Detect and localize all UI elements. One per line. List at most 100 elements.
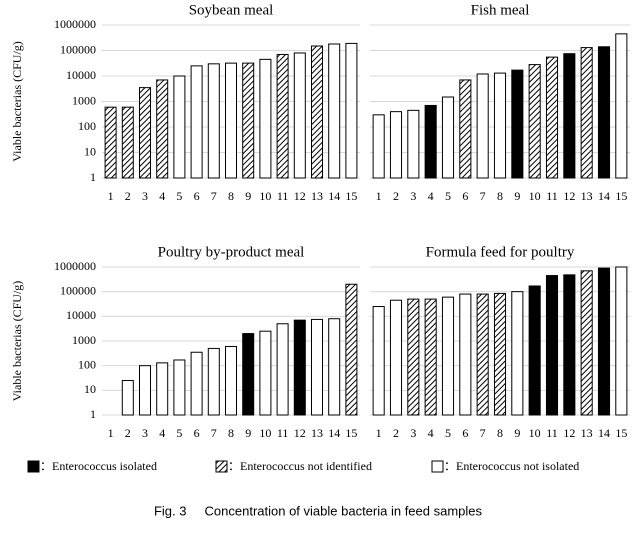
x-tick-label: 14 <box>328 426 340 440</box>
y-tick-label: 100 <box>78 119 96 133</box>
x-tick-label: 2 <box>393 426 399 440</box>
x-tick-label: 1 <box>376 189 382 203</box>
bar <box>597 267 611 416</box>
x-tick-label: 1 <box>376 426 382 440</box>
bar <box>173 75 186 179</box>
x-tick-label: 15 <box>345 426 357 440</box>
bar <box>293 319 306 416</box>
bar <box>389 299 403 416</box>
bar <box>207 63 220 179</box>
x-tick-label: 13 <box>311 426 323 440</box>
x-tick-label: 5 <box>176 426 182 440</box>
bar <box>476 73 489 179</box>
bar <box>190 65 203 179</box>
bar <box>545 56 559 179</box>
chart-title: Formula feed for poultry <box>426 244 575 260</box>
bar <box>121 380 134 416</box>
legend-swatch <box>27 460 40 473</box>
y-tick-label: 10000 <box>66 308 96 322</box>
x-tick-label: 10 <box>259 189 271 203</box>
x-tick-label: 12 <box>294 426 306 440</box>
x-tick-label: 3 <box>410 189 416 203</box>
x-tick-label: 13 <box>581 426 593 440</box>
bar <box>138 87 152 179</box>
bar <box>328 318 341 416</box>
bar <box>441 96 455 179</box>
bar <box>259 58 272 179</box>
bar <box>104 106 117 179</box>
bar <box>476 293 489 416</box>
bar <box>372 114 385 179</box>
x-tick-label: 12 <box>563 426 575 440</box>
bar <box>242 62 255 179</box>
bar <box>407 109 420 179</box>
bar <box>156 79 169 179</box>
x-tick-label: 4 <box>159 189 165 203</box>
x-tick-label: 14 <box>328 189 340 203</box>
x-tick-label: 10 <box>529 426 541 440</box>
x-tick-label: 10 <box>529 189 541 203</box>
legend-swatch <box>431 460 444 473</box>
bar <box>511 69 524 179</box>
bar <box>372 306 385 416</box>
x-tick-label: 14 <box>598 426 610 440</box>
x-tick-label: 14 <box>598 189 610 203</box>
bar <box>156 362 169 416</box>
x-tick-label: 5 <box>176 189 182 203</box>
legend-swatch <box>215 460 228 473</box>
y-tick-label: 1000 <box>72 333 96 347</box>
bar <box>493 72 507 179</box>
bar <box>224 345 238 416</box>
y-tick-label: 10 <box>84 382 96 396</box>
bar <box>441 296 455 416</box>
bar <box>424 298 437 416</box>
bar <box>138 365 152 416</box>
y-tick-label: 10000 <box>66 68 96 82</box>
bar <box>580 47 593 179</box>
bar <box>563 274 576 416</box>
y-axis-label: Viable bacterias (CFU/g) <box>10 41 24 162</box>
x-tick-label: 11 <box>546 426 558 440</box>
x-tick-label: 11 <box>277 426 289 440</box>
x-tick-label: 7 <box>480 189 486 203</box>
x-tick-label: 11 <box>277 189 289 203</box>
x-tick-label: 12 <box>563 189 575 203</box>
bar <box>276 53 289 179</box>
x-tick-label: 8 <box>497 426 503 440</box>
x-tick-label: 2 <box>393 189 399 203</box>
x-tick-label: 13 <box>311 189 323 203</box>
x-tick-label: 5 <box>445 426 451 440</box>
bar <box>328 43 341 179</box>
bar <box>190 351 203 416</box>
x-tick-label: 5 <box>445 189 451 203</box>
x-tick-label: 11 <box>546 189 558 203</box>
x-tick-label: 10 <box>259 426 271 440</box>
bar <box>121 106 134 179</box>
y-tick-label: 1 <box>90 407 96 421</box>
bar <box>293 52 306 179</box>
bar <box>407 298 420 416</box>
bar <box>563 53 576 179</box>
bar <box>528 285 541 416</box>
y-tick-label: 1 <box>90 170 96 184</box>
x-tick-label: 9 <box>245 189 251 203</box>
x-tick-label: 9 <box>514 426 520 440</box>
y-tick-label: 100000 <box>60 283 96 297</box>
legend-label: ：Enterococcus not isolated <box>444 459 579 473</box>
bar <box>242 333 255 416</box>
x-tick-label: 3 <box>410 426 416 440</box>
x-tick-label: 6 <box>194 426 200 440</box>
x-tick-label: 6 <box>462 189 468 203</box>
bar <box>389 111 403 179</box>
x-tick-label: 9 <box>245 426 251 440</box>
x-tick-label: 4 <box>428 189 434 203</box>
bar <box>345 42 358 179</box>
legend-label: ：Enterococcus isolated <box>40 459 157 473</box>
caption: Fig. 3 Concentration of viable bacteria … <box>154 503 483 518</box>
x-tick-label: 15 <box>615 426 627 440</box>
x-tick-label: 6 <box>194 189 200 203</box>
x-tick-label: 1 <box>108 189 114 203</box>
bar <box>493 292 507 416</box>
x-tick-label: 9 <box>514 189 520 203</box>
